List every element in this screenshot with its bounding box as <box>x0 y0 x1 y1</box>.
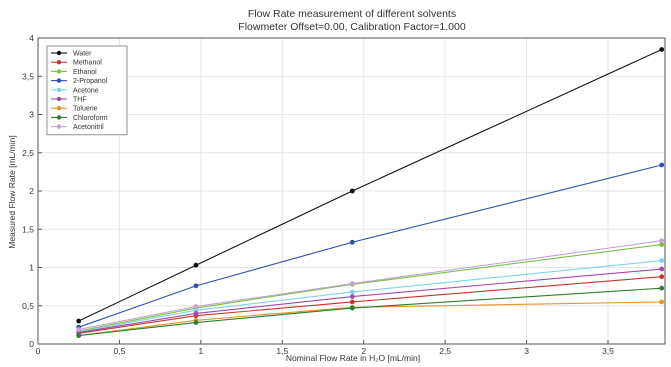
legend-label-acetonitril: Acetonitril <box>73 124 104 131</box>
data-point-acetonitril <box>76 327 82 332</box>
series-line-water <box>78 48 662 322</box>
data-point-acetonitril <box>193 304 199 309</box>
y-tick-label: 3,5 <box>22 71 34 81</box>
data-point-water <box>193 262 199 268</box>
plot-area: 0 0,5 1 1,5 2 2,5 3 3,5 4 0 0,5 1 1,5 2 2,5 3 3,5 Water Me… <box>22 33 666 356</box>
data-point-thf <box>193 311 199 316</box>
data-point-water <box>659 47 665 52</box>
y-tick-label: 0 <box>29 339 34 349</box>
legend-label-acetone: Acetone <box>73 87 99 94</box>
x-tick-label: 2,5 <box>439 346 451 356</box>
data-point-water <box>349 188 355 194</box>
data-point-2-propanol <box>659 162 665 168</box>
data-point-toluene <box>659 299 665 305</box>
data-point-acetone <box>349 289 355 295</box>
data-point-methanol <box>349 299 355 305</box>
legend-label-2-propanol: 2-Propanol <box>73 78 108 85</box>
data-point-2-propanol <box>193 283 199 289</box>
series-line-thf <box>78 268 662 334</box>
x-tick-label: 1,5 <box>276 346 288 356</box>
data-point-thf <box>349 294 355 299</box>
x-axis-label: Nominal Flow Rate in H₂O [mL/min] <box>286 353 420 363</box>
data-point-acetone <box>659 258 665 264</box>
legend-marker-methanol <box>56 60 62 65</box>
legend-label-thf: THF <box>73 97 87 104</box>
chart-subtitle: Flowmeter Offset=0.00, Calibration Facto… <box>238 21 466 33</box>
series-line-methanol <box>78 276 662 334</box>
data-point-methanol <box>659 274 665 280</box>
x-tick-label: 3 <box>524 346 529 356</box>
data-point-ethanol <box>659 242 665 247</box>
legend-marker-2-propanol <box>56 78 62 83</box>
data-point-chloroform <box>76 333 82 338</box>
y-tick-label: 2 <box>29 186 34 196</box>
legend-marker-water <box>56 50 62 56</box>
legend-label-water: Water <box>73 51 92 58</box>
series-line-toluene <box>78 301 662 337</box>
series-line-ethanol <box>78 244 662 332</box>
legend-marker-ethanol <box>56 69 62 74</box>
data-point-chloroform <box>659 285 665 291</box>
legend-marker-acetonitril <box>56 124 62 129</box>
y-tick-label: 4 <box>29 33 34 43</box>
series-line-chloroform <box>78 287 662 337</box>
y-tick-label: 3 <box>29 110 34 120</box>
data-point-chloroform <box>193 320 199 325</box>
x-tick-label: 0,5 <box>114 346 126 356</box>
x-tick-label: 2 <box>361 346 366 356</box>
data-point-2-propanol <box>349 239 355 245</box>
legend-marker-chloroform <box>56 115 62 120</box>
y-tick-label: 1,5 <box>22 224 34 234</box>
data-point-thf <box>659 266 665 272</box>
y-tick-label: 0,5 <box>22 301 34 311</box>
legend-marker-thf <box>56 96 62 102</box>
x-tick-label: 3,5 <box>602 346 614 356</box>
y-axis-label: Measured Flow Rate [mL/min] <box>7 135 17 248</box>
legend-label-chloroform: Chloroform <box>73 115 108 122</box>
series-line-acetonitril <box>78 240 662 331</box>
data-point-water <box>76 318 82 324</box>
legend-marker-toluene <box>56 106 62 111</box>
y-tick-label: 2,5 <box>22 148 34 158</box>
series-line-acetone <box>78 260 662 333</box>
data-point-chloroform <box>349 305 355 311</box>
chart-title: Flow Rate measurement of different solve… <box>248 8 456 20</box>
data-point-acetonitril <box>659 238 665 244</box>
legend-label-methanol: Methanol <box>73 60 102 67</box>
x-tick-label: 1 <box>198 346 203 356</box>
legend-marker-acetone <box>56 87 62 93</box>
legend-label-toluene: Toluene <box>73 106 98 113</box>
series-line-2-propanol <box>78 164 662 328</box>
legend-label-ethanol: Ethanol <box>73 69 97 76</box>
data-point-acetonitril <box>349 281 355 286</box>
x-tick-label: 0 <box>36 346 41 356</box>
y-tick-label: 1 <box>29 263 34 273</box>
